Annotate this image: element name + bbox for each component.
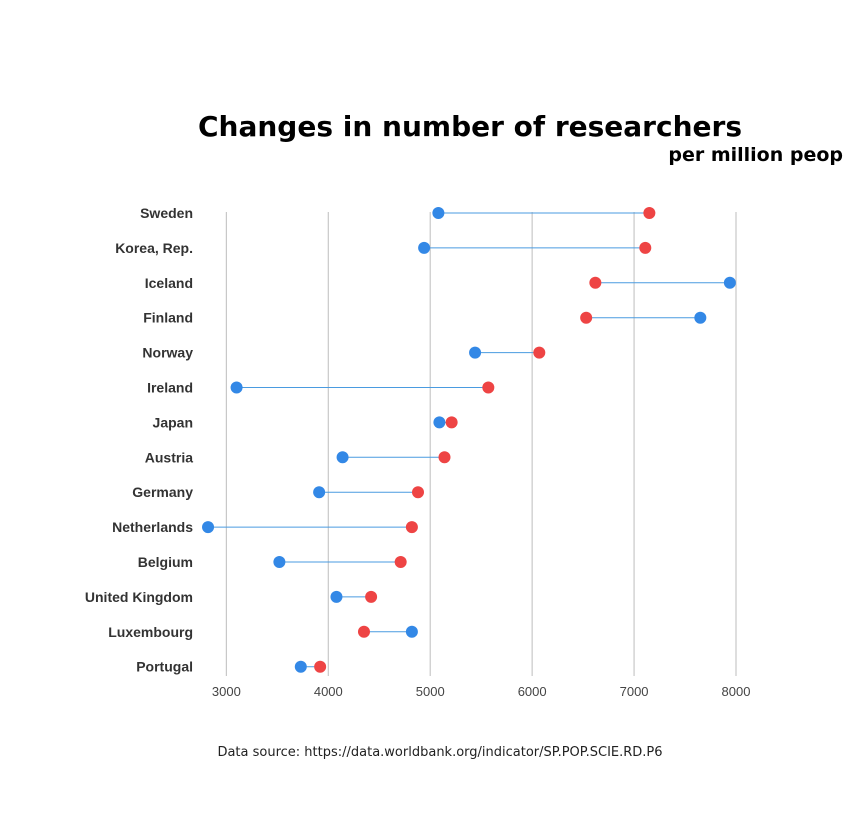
category-label: Norway bbox=[142, 345, 193, 361]
x-tick-label: 5000 bbox=[416, 684, 445, 699]
start-point bbox=[336, 451, 349, 464]
category-label: Finland bbox=[143, 310, 193, 326]
start-point bbox=[433, 416, 446, 429]
end-point bbox=[394, 556, 407, 568]
category-label: Japan bbox=[153, 414, 193, 430]
end-point bbox=[412, 486, 424, 499]
start-point bbox=[432, 207, 445, 219]
end-point bbox=[365, 590, 378, 603]
end-point bbox=[580, 311, 593, 324]
category-label: Korea, Rep. bbox=[115, 240, 193, 256]
category-label: Sweden bbox=[140, 205, 193, 221]
x-tick-label: 6000 bbox=[518, 684, 547, 699]
start-point bbox=[230, 381, 243, 394]
data-source-note: Data source: https://data.worldbank.org/… bbox=[217, 745, 662, 760]
start-point bbox=[313, 486, 326, 499]
end-point bbox=[445, 416, 458, 429]
start-point bbox=[294, 660, 307, 673]
start-point bbox=[418, 241, 431, 254]
end-point bbox=[639, 241, 652, 254]
x-axis-ticks: 3000 4000 5000 6000 7000 8000 bbox=[212, 684, 751, 699]
category-label: Luxembourg bbox=[108, 624, 193, 640]
x-tick-label: 3000 bbox=[212, 684, 241, 699]
end-point bbox=[357, 625, 370, 638]
dumbbell-marks bbox=[202, 207, 736, 673]
start-point bbox=[202, 521, 215, 534]
category-label: Germany bbox=[132, 484, 193, 500]
category-label: Belgium bbox=[138, 554, 193, 570]
chart-subtitle: per million peop bbox=[668, 144, 843, 166]
end-point bbox=[482, 381, 495, 394]
category-label: Portugal bbox=[136, 659, 193, 675]
end-point bbox=[643, 207, 656, 219]
end-point bbox=[589, 276, 602, 289]
start-point bbox=[330, 590, 343, 603]
end-point bbox=[438, 451, 451, 464]
grid-lines bbox=[225, 212, 737, 676]
x-tick-label: 4000 bbox=[314, 684, 343, 699]
end-point bbox=[405, 521, 418, 534]
start-point bbox=[405, 625, 418, 638]
category-label: Ireland bbox=[147, 380, 193, 396]
end-point bbox=[314, 660, 327, 673]
start-point bbox=[469, 346, 482, 359]
start-point bbox=[694, 311, 707, 324]
category-label: Iceland bbox=[145, 275, 193, 291]
category-label: United Kingdom bbox=[85, 589, 193, 605]
category-label: Austria bbox=[145, 449, 193, 465]
chart-title: Changes in number of researchers bbox=[198, 110, 742, 143]
x-tick-label: 7000 bbox=[620, 684, 649, 699]
x-tick-label: 8000 bbox=[722, 684, 751, 699]
category-labels: Sweden Korea, Rep. Iceland Finland Norway Ire… bbox=[85, 205, 193, 675]
end-point bbox=[533, 346, 546, 359]
start-point bbox=[723, 276, 736, 289]
start-point bbox=[273, 556, 286, 568]
category-label: Netherlands bbox=[112, 519, 193, 535]
